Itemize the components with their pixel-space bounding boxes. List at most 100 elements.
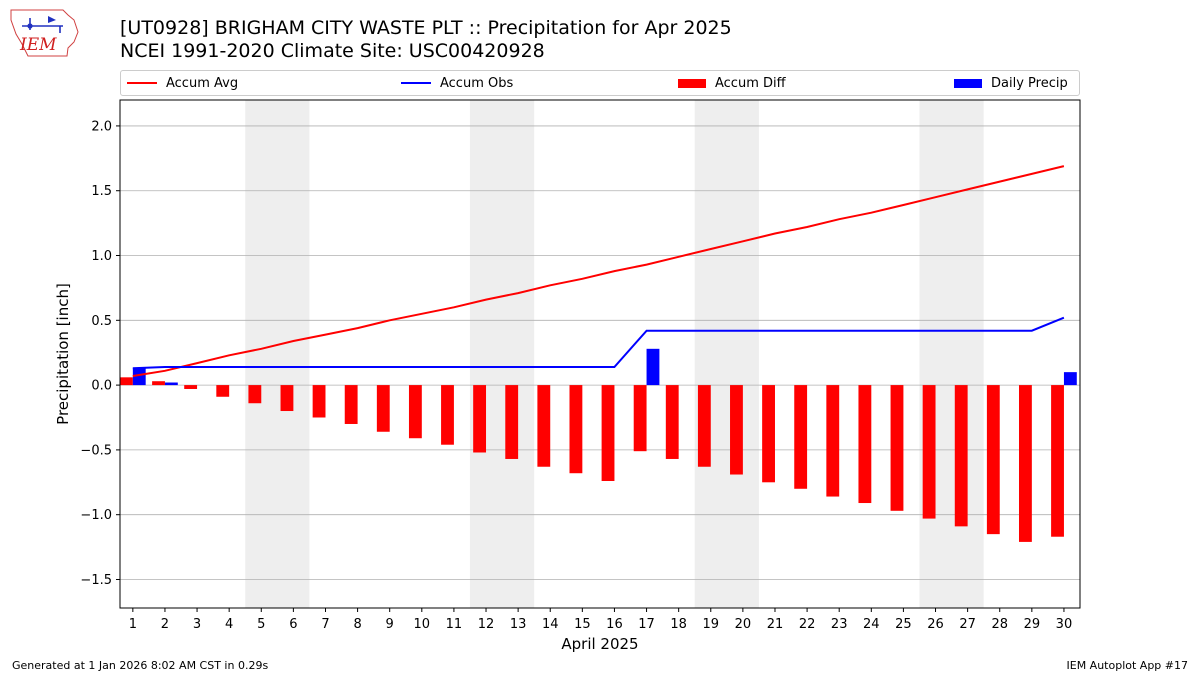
x-tick-label: 24 bbox=[863, 617, 880, 632]
x-tick-label: 26 bbox=[927, 617, 944, 632]
accum-diff-bar bbox=[280, 385, 294, 412]
y-tick-label: 1.0 bbox=[91, 249, 112, 264]
x-tick-label: 20 bbox=[735, 617, 752, 632]
accum-diff-bar bbox=[120, 377, 133, 386]
accum-diff-bar bbox=[826, 385, 840, 497]
accum-diff-bar bbox=[730, 385, 743, 475]
accum-diff-bar bbox=[922, 385, 936, 519]
accum-diff-bar bbox=[697, 385, 711, 467]
accum-diff-bar bbox=[1051, 385, 1064, 537]
accum-diff-bar bbox=[152, 381, 165, 386]
accum-obs-line bbox=[132, 316, 1065, 370]
weekend-shade bbox=[245, 100, 310, 608]
legend-item-accum-obs: Accum Obs bbox=[401, 71, 513, 95]
accum-diff-bar bbox=[569, 385, 583, 474]
accum-diff-bar bbox=[312, 385, 326, 418]
x-tick-label: 17 bbox=[638, 617, 655, 632]
legend-label: Accum Diff bbox=[715, 75, 786, 91]
x-tick-label: 22 bbox=[799, 617, 816, 632]
accum-avg-line bbox=[132, 165, 1065, 377]
accum-diff-bar bbox=[858, 385, 872, 504]
daily-precip-bar bbox=[646, 348, 660, 386]
x-tick-label: 28 bbox=[991, 617, 1008, 632]
y-tick-label: 0.0 bbox=[91, 379, 112, 394]
x-axis-label: April 2025 bbox=[561, 635, 638, 653]
accum-diff-bar bbox=[505, 385, 519, 459]
accum-diff-bar bbox=[633, 385, 647, 452]
legend-label: Daily Precip bbox=[991, 75, 1068, 91]
y-axis-label: Precipitation [inch] bbox=[54, 283, 72, 425]
accum-diff-bar bbox=[473, 385, 487, 453]
x-tick-label: 12 bbox=[478, 617, 495, 632]
accum-diff-bar bbox=[376, 385, 390, 432]
legend-label: Accum Avg bbox=[166, 75, 239, 91]
y-tick-label: 2.0 bbox=[91, 119, 112, 134]
y-tick-label: 1.5 bbox=[91, 184, 112, 199]
daily-precip-bar bbox=[132, 368, 146, 386]
x-tick-label: 15 bbox=[574, 617, 591, 632]
legend-swatch-accum-obs bbox=[401, 82, 431, 84]
accum-diff-bar bbox=[441, 385, 454, 445]
x-tick-label: 30 bbox=[1056, 617, 1073, 632]
accum-diff-bar bbox=[248, 385, 262, 404]
iem-logo: IEM bbox=[10, 9, 79, 57]
accum-diff-bar bbox=[794, 385, 808, 489]
x-tick-label: 13 bbox=[510, 617, 527, 632]
weekend-shade bbox=[469, 100, 535, 608]
chart-title: [UT0928] BRIGHAM CITY WASTE PLT :: Preci… bbox=[120, 17, 732, 39]
x-tick-label: 19 bbox=[702, 617, 719, 632]
x-tick-label: 27 bbox=[959, 617, 976, 632]
y-tick-label: −1.0 bbox=[80, 508, 112, 523]
accum-diff-bar bbox=[1018, 385, 1032, 542]
legend-label: Accum Obs bbox=[440, 75, 514, 91]
x-tick-label: 11 bbox=[446, 617, 463, 632]
y-tick-label: 0.5 bbox=[91, 314, 112, 329]
accum-diff-bar bbox=[665, 385, 679, 459]
y-tick-label: −0.5 bbox=[80, 443, 112, 458]
accum-diff-bar bbox=[184, 385, 198, 389]
legend-swatch-accum-avg bbox=[127, 82, 157, 84]
legend-item-accum-diff: Accum Diff bbox=[678, 71, 786, 95]
accum-diff-bar bbox=[762, 385, 775, 483]
accum-diff-bar bbox=[537, 385, 551, 467]
x-tick-label: 16 bbox=[606, 617, 623, 632]
x-tick-label: 2 bbox=[161, 617, 169, 632]
x-tick-label: 21 bbox=[767, 617, 784, 632]
accum-diff-bar bbox=[216, 385, 230, 397]
accum-diff-bar bbox=[986, 385, 1000, 535]
daily-precip-bar bbox=[1063, 372, 1077, 386]
x-tick-label: 7 bbox=[321, 617, 329, 632]
x-tick-label: 29 bbox=[1024, 617, 1041, 632]
legend-item-daily-precip: Daily Precip bbox=[954, 71, 1068, 95]
legend-swatch-accum-diff bbox=[678, 78, 706, 88]
x-tick-label: 25 bbox=[895, 617, 912, 632]
x-tick-label: 1 bbox=[129, 617, 137, 632]
accum-diff-bar bbox=[890, 385, 904, 511]
x-tick-label: 4 bbox=[225, 617, 233, 632]
accum-diff-bar bbox=[954, 385, 968, 527]
daily-precip-bar bbox=[164, 382, 178, 386]
x-tick-label: 8 bbox=[353, 617, 361, 632]
accum-diff-bar bbox=[408, 385, 422, 439]
accum-diff-bar bbox=[344, 385, 358, 424]
x-tick-label: 14 bbox=[542, 617, 559, 632]
generated-timestamp: Generated at 1 Jan 2026 8:02 AM CST in 0… bbox=[12, 659, 269, 672]
x-tick-label: 6 bbox=[289, 617, 297, 632]
weekend-shade bbox=[694, 100, 759, 608]
autoplot-app-label: IEM Autoplot App #17 bbox=[1066, 659, 1189, 672]
weekend-shade bbox=[919, 100, 984, 608]
x-tick-label: 3 bbox=[193, 617, 201, 632]
x-tick-label: 5 bbox=[257, 617, 265, 632]
accum-diff-bar bbox=[601, 385, 615, 481]
svg-text:IEM: IEM bbox=[19, 35, 57, 55]
x-tick-label: 18 bbox=[670, 617, 687, 632]
legend-swatch-daily-precip bbox=[954, 78, 982, 88]
legend: Accum Avg Accum Obs Accum Diff Daily Pre… bbox=[120, 70, 1080, 96]
x-tick-label: 23 bbox=[831, 617, 848, 632]
plot-frame bbox=[119, 99, 1081, 609]
legend-item-accum-avg: Accum Avg bbox=[127, 71, 238, 95]
chart-subtitle: NCEI 1991-2020 Climate Site: USC00420928 bbox=[120, 40, 545, 62]
x-tick-label: 9 bbox=[386, 617, 394, 632]
y-tick-label: −1.5 bbox=[80, 573, 112, 588]
